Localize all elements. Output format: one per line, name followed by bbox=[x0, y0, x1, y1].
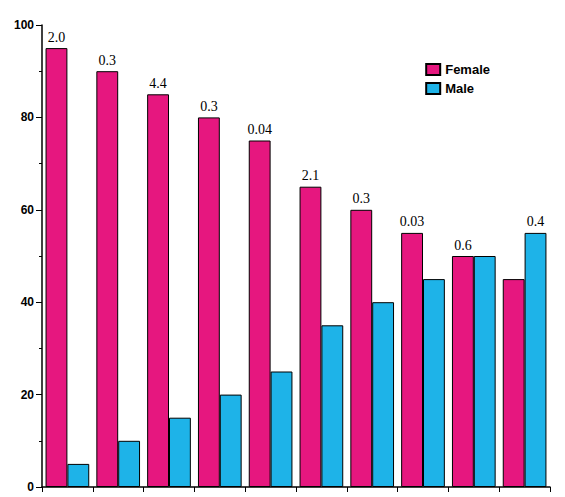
svg-text:0.3: 0.3 bbox=[99, 53, 117, 68]
svg-text:Male: Male bbox=[445, 81, 474, 96]
svg-text:Female: Female bbox=[445, 62, 490, 77]
svg-text:80: 80 bbox=[21, 110, 35, 124]
svg-text:0: 0 bbox=[27, 480, 34, 494]
svg-text:4.4: 4.4 bbox=[149, 76, 167, 91]
svg-text:2.0: 2.0 bbox=[48, 30, 65, 45]
svg-text:60: 60 bbox=[21, 203, 35, 217]
svg-text:0.04: 0.04 bbox=[247, 122, 272, 137]
svg-text:0.3: 0.3 bbox=[353, 191, 371, 206]
svg-text:0.4: 0.4 bbox=[527, 214, 545, 229]
svg-text:0.6: 0.6 bbox=[454, 238, 472, 253]
svg-text:2.1: 2.1 bbox=[302, 168, 320, 183]
svg-text:20: 20 bbox=[21, 388, 35, 402]
svg-text:100: 100 bbox=[14, 18, 34, 32]
svg-text:0.3: 0.3 bbox=[200, 99, 218, 114]
svg-text:0.03: 0.03 bbox=[400, 214, 425, 229]
svg-text:40: 40 bbox=[21, 295, 35, 309]
